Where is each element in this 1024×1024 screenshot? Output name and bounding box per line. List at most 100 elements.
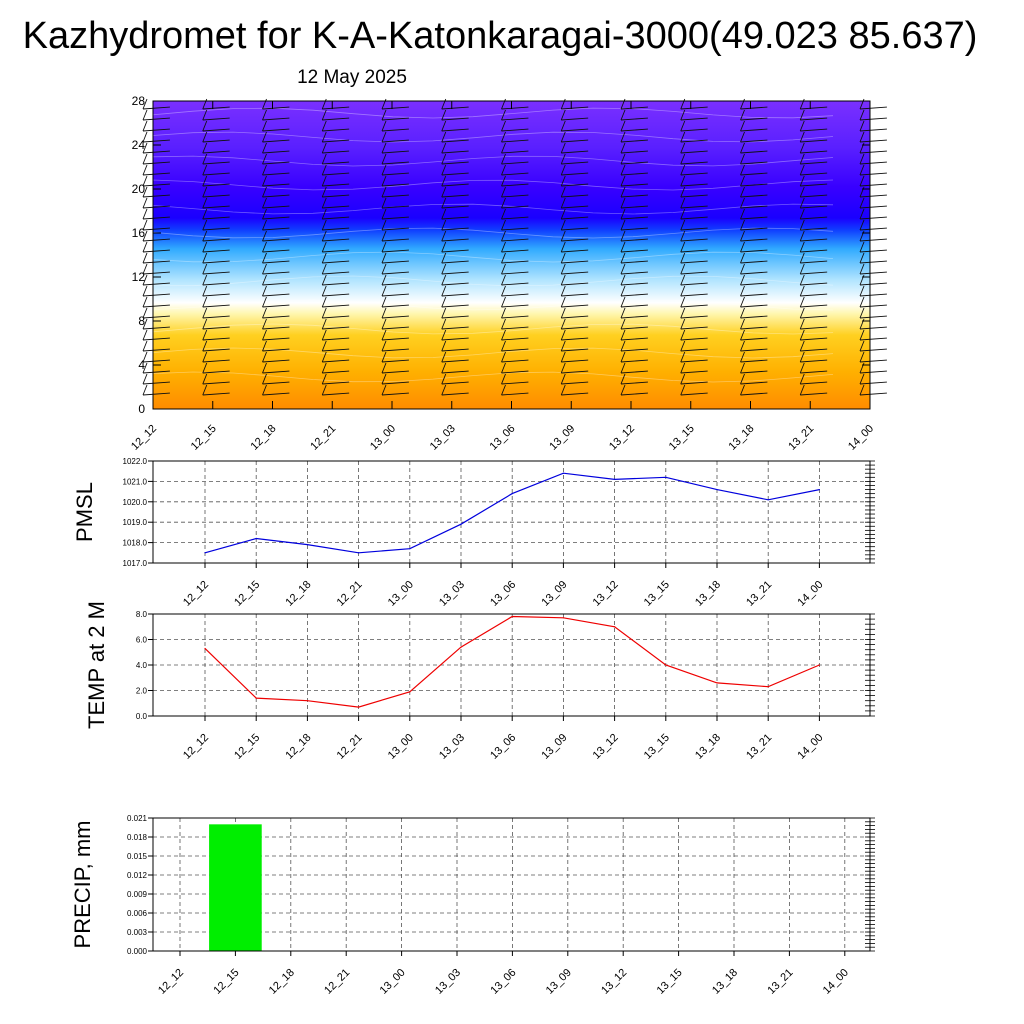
wind-barb — [740, 249, 768, 253]
y-tick-label: 4 — [138, 358, 145, 372]
wind-barb-flag — [859, 384, 865, 396]
y-tick-label: 0.015 — [127, 852, 148, 861]
wind-barb — [142, 205, 170, 209]
wind-barb — [859, 260, 887, 264]
x-tick-label: 13_15 — [655, 967, 685, 997]
wind-barb-flag — [381, 285, 387, 297]
wind-barb — [859, 293, 887, 297]
wind-barb — [142, 326, 170, 330]
wind-barb-flag — [501, 340, 506, 352]
wind-barb — [680, 227, 708, 231]
wind-barb — [202, 381, 230, 385]
wind-barb — [501, 326, 529, 330]
wind-barb — [800, 326, 828, 330]
wind-barb — [441, 128, 469, 132]
wind-barb — [501, 161, 529, 165]
x-tick-label: 13_12 — [591, 732, 621, 762]
wind-barb-flag — [262, 164, 267, 176]
wind-barb-flag — [799, 230, 805, 242]
wind-barb — [501, 172, 529, 176]
wind-barb-flag — [620, 131, 626, 143]
wind-barb-flag — [381, 252, 387, 264]
wind-barb-flag — [202, 285, 208, 297]
wind-barb — [561, 348, 589, 352]
y-tick-label: 1019.0 — [123, 518, 148, 527]
wind-barb-flag — [560, 274, 566, 286]
wind-barb-flag — [740, 186, 745, 198]
wind-barb — [322, 326, 350, 330]
wind-barb — [620, 271, 648, 275]
wind-barb-flag — [740, 197, 745, 209]
plot-area — [153, 461, 870, 563]
wind-barb-flag — [799, 384, 805, 396]
wind-barb-flag — [740, 329, 745, 341]
wind-barb — [740, 293, 768, 297]
wind-barb-flag — [262, 175, 267, 187]
contour-line — [152, 275, 834, 287]
wind-barb-flag — [381, 318, 387, 330]
wind-barb-flag — [321, 373, 327, 385]
minor-ticks — [865, 613, 875, 717]
wind-barb — [322, 161, 350, 165]
wind-barb — [800, 359, 828, 363]
wind-barb — [501, 106, 529, 110]
wind-barb — [800, 183, 828, 187]
wind-barb-flag — [441, 329, 447, 341]
wind-barb-flag — [560, 142, 566, 154]
wind-barb-flag — [142, 285, 148, 297]
wind-barb-flag — [799, 219, 805, 231]
wind-barb — [800, 392, 828, 396]
wind-barb-flag — [262, 252, 267, 264]
wind-barb-flag — [620, 296, 626, 308]
wind-barb — [859, 381, 887, 385]
wind-barb-flag — [560, 329, 566, 341]
x-tick-label: 13_18 — [693, 732, 723, 762]
wind-barb-flag — [321, 142, 327, 154]
wind-barb-flag — [441, 252, 447, 264]
wind-barb — [381, 183, 409, 187]
pmsl-point — [204, 552, 206, 554]
wind-barb — [262, 227, 290, 231]
wind-barb — [262, 216, 290, 220]
wind-barb — [322, 260, 350, 264]
wind-barb — [740, 150, 768, 154]
wind-barb-flag — [142, 384, 148, 396]
wind-barb — [202, 249, 230, 253]
wind-barb-flag — [740, 362, 745, 374]
wind-barb-flag — [441, 153, 447, 165]
wind-barb — [620, 260, 648, 264]
contour-line — [152, 107, 834, 119]
wind-barb — [322, 348, 350, 352]
wind-barb — [322, 282, 350, 286]
wind-barb — [322, 249, 350, 253]
wind-barb-flag — [381, 362, 387, 374]
wind-barb-flag — [560, 109, 566, 121]
x-tick-label: 13_15 — [642, 579, 672, 609]
wind-barb — [381, 348, 409, 352]
wind-barb-flag — [142, 307, 148, 319]
pmsl-panel: 1017.0 1018.0 1019.0 1020.0 1021.0 1022.0 12_1… — [72, 457, 875, 609]
wind-barb-flag — [262, 208, 267, 220]
wind-barb — [561, 139, 589, 143]
wind-barb-flag — [321, 285, 327, 297]
wind-barb — [262, 348, 290, 352]
wind-barb-flag — [740, 274, 745, 286]
wind-barb-flag — [501, 296, 506, 308]
wind-barb — [561, 260, 589, 264]
wind-barb-flag — [859, 252, 865, 264]
wind-barb-flag — [441, 274, 447, 286]
wind-barb-flag — [381, 296, 387, 308]
wind-barb — [561, 282, 589, 286]
wind-barb — [142, 117, 170, 121]
wind-barb — [740, 238, 768, 242]
wind-barb — [859, 106, 887, 110]
wind-barb-flag — [202, 197, 208, 209]
wind-barb — [262, 304, 290, 308]
wind-barb — [561, 216, 589, 220]
wind-barb — [859, 227, 887, 231]
wind-barb-flag — [680, 230, 686, 242]
wind-barb-flag — [620, 241, 626, 253]
wind-barb-flag — [501, 197, 506, 209]
x-tick-label: 13_18 — [693, 579, 723, 609]
wind-barb — [202, 337, 230, 341]
